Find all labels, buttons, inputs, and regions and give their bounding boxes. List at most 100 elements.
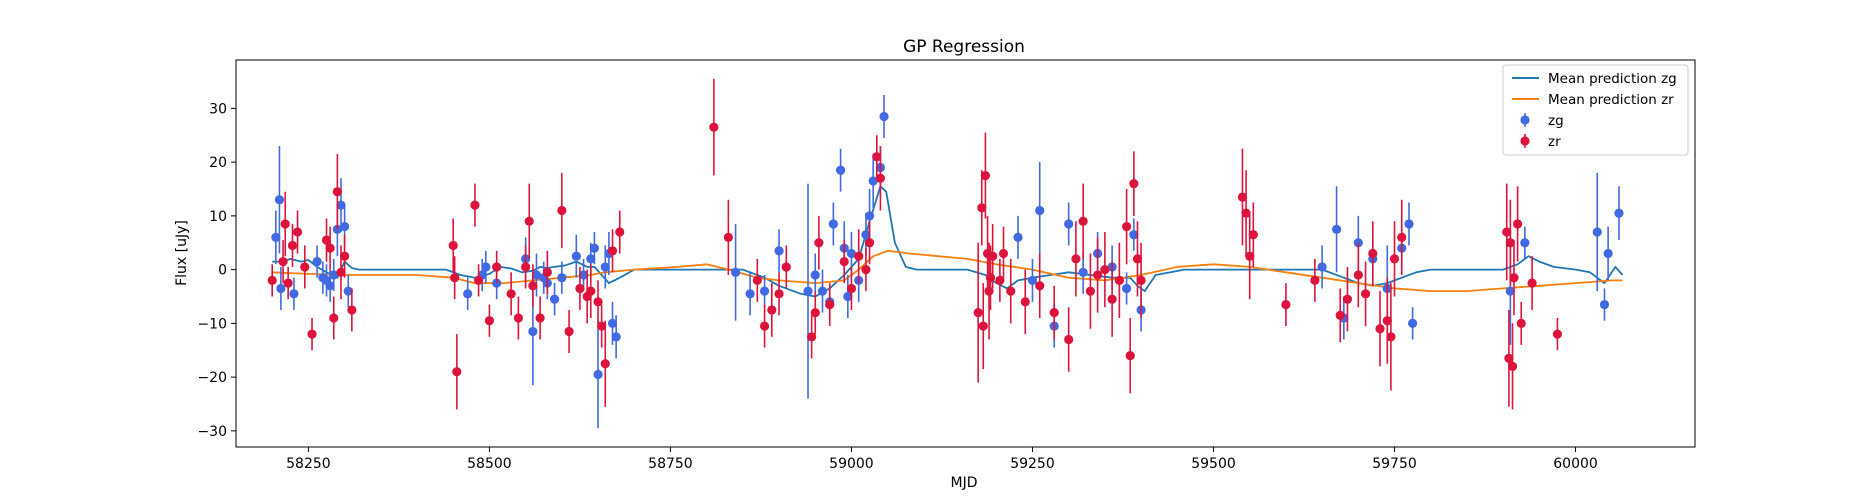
data-point xyxy=(995,275,1005,285)
series-line-Mean prediction zg xyxy=(272,185,1624,298)
data-point xyxy=(988,251,998,261)
x-tick-label: 59250 xyxy=(1010,456,1055,472)
data-point xyxy=(463,289,473,299)
data-point xyxy=(1509,273,1519,283)
data-point xyxy=(564,326,574,337)
data-point xyxy=(1122,283,1132,294)
data-point xyxy=(731,267,741,277)
data-point xyxy=(1404,219,1414,229)
series-line-Mean prediction zr xyxy=(272,249,1623,292)
data-point xyxy=(1502,227,1512,237)
data-point xyxy=(864,211,875,221)
data-point xyxy=(1527,278,1537,288)
data-point xyxy=(810,270,820,280)
y-tick-label: −30 xyxy=(197,424,227,440)
data-point xyxy=(846,283,857,294)
data-point xyxy=(470,200,480,210)
data-point xyxy=(1360,289,1371,299)
data-point xyxy=(846,248,857,259)
data-point xyxy=(276,283,286,294)
data-point xyxy=(1603,248,1613,259)
data-point xyxy=(1504,353,1514,363)
data-point xyxy=(1136,275,1146,285)
data-point xyxy=(1129,230,1139,240)
data-point xyxy=(593,369,603,380)
data-point xyxy=(325,281,335,291)
data-point xyxy=(1245,251,1255,261)
data-point xyxy=(1335,310,1345,320)
data-point xyxy=(332,187,342,197)
legend-marker-swatch xyxy=(1520,115,1530,125)
data-point xyxy=(1064,334,1074,345)
data-point xyxy=(1093,270,1103,280)
data-point xyxy=(450,273,460,283)
data-point xyxy=(1614,208,1624,218)
data-point xyxy=(861,265,871,275)
data-point xyxy=(1006,286,1016,296)
y-tick-label: 30 xyxy=(209,101,227,117)
legend-box xyxy=(1502,64,1689,156)
x-tick-label: 59750 xyxy=(1372,456,1417,472)
data-point xyxy=(1342,294,1353,304)
data-point xyxy=(528,281,538,291)
data-point xyxy=(709,122,719,132)
data-point xyxy=(977,203,987,213)
data-point xyxy=(615,227,625,237)
data-point xyxy=(984,286,994,296)
x-tick-label: 58500 xyxy=(467,456,512,472)
data-point xyxy=(1241,208,1251,218)
data-point xyxy=(1317,262,1327,272)
series-lines xyxy=(272,185,1624,298)
data-point xyxy=(1085,286,1096,296)
data-point xyxy=(307,329,317,339)
data-point xyxy=(557,273,567,283)
data-point xyxy=(557,205,567,216)
data-point xyxy=(759,286,770,296)
x-tick-label: 59000 xyxy=(829,456,874,472)
legend-label: Mean prediction zg xyxy=(1548,71,1677,87)
data-point xyxy=(292,227,303,237)
data-point xyxy=(448,240,458,251)
data-point xyxy=(484,316,495,326)
data-point xyxy=(271,232,281,242)
data-point xyxy=(843,291,853,302)
data-point xyxy=(343,286,353,296)
data-point xyxy=(1389,254,1400,264)
data-point xyxy=(767,305,777,315)
data-point xyxy=(321,235,332,245)
data-point xyxy=(1505,286,1515,296)
data-point xyxy=(287,240,298,251)
data-point xyxy=(835,165,846,175)
data-point xyxy=(607,318,618,328)
x-tick-label: 58250 xyxy=(286,456,331,472)
data-point xyxy=(1513,219,1523,229)
data-point xyxy=(1353,270,1363,280)
data-point xyxy=(280,219,290,229)
data-point xyxy=(1382,316,1392,326)
data-point xyxy=(1125,351,1135,361)
data-point xyxy=(549,294,560,304)
data-point xyxy=(340,222,350,232)
data-point xyxy=(803,286,813,296)
data-point xyxy=(452,367,462,377)
data-point xyxy=(589,243,600,253)
data-point xyxy=(1520,238,1530,248)
legend-marker-swatch xyxy=(1520,136,1530,146)
data-point xyxy=(528,326,538,337)
data-point xyxy=(810,308,820,318)
data-point xyxy=(586,254,596,264)
legend-label: zg xyxy=(1548,113,1564,129)
data-point xyxy=(1035,205,1045,216)
x-axis-label: MJD xyxy=(951,475,978,491)
data-point xyxy=(861,230,871,240)
data-point xyxy=(1516,318,1526,328)
data-point xyxy=(980,170,991,181)
y-tick-label: 0 xyxy=(218,263,227,279)
x-tick-label: 59500 xyxy=(1191,456,1236,472)
data-point xyxy=(1100,265,1110,275)
data-point xyxy=(267,275,277,285)
data-point xyxy=(774,246,784,256)
data-point xyxy=(289,289,299,299)
data-point xyxy=(1408,318,1418,328)
data-point xyxy=(1020,297,1030,307)
